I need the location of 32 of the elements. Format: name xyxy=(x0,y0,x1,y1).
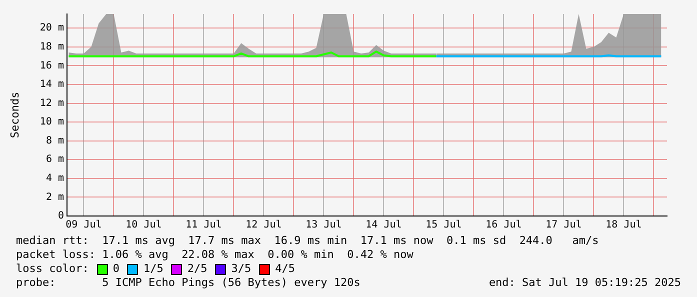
legend-label: 0 xyxy=(112,262,120,276)
legend-label: 3/5 xyxy=(231,262,252,276)
y-tick-label: 6 m xyxy=(46,154,64,166)
text: end: Sat Jul 19 05:19:25 2025 xyxy=(488,276,681,290)
y-tick-label: 10 m xyxy=(40,116,64,128)
y-tick-label: 14 m xyxy=(40,79,64,90)
legend-title: loss color: xyxy=(16,262,89,276)
text: packet loss: 1.06 % avg 22.08 % max 0.00 % min 0.42 % now xyxy=(16,248,414,262)
text: probe: 5 ICMP Echo Pings (56 Bytes) every 120s xyxy=(16,276,360,290)
x-tick-label: 15 Jul xyxy=(426,220,462,231)
x-tick-label: 14 Jul xyxy=(366,220,402,231)
y-tick-label: 20 m xyxy=(40,22,64,34)
x-tick-label: 12 Jul xyxy=(246,220,282,231)
legend-label: 1/5 xyxy=(143,262,164,276)
x-tick-label: 11 Jul xyxy=(186,220,222,231)
legend-label: 2/5 xyxy=(187,262,208,276)
y-axis-title: Seconds xyxy=(8,92,22,138)
text: median rtt: 17.1 ms avg 17.7 ms max 16.9 ms min 17.1 ms now 0.1 ms sd 244.0 am/s xyxy=(16,234,600,248)
y-tick-label: 0 xyxy=(58,210,64,222)
x-tick-label: 10 Jul xyxy=(126,220,162,231)
x-tick-label: 18 Jul xyxy=(606,220,642,231)
x-tick-label: 09 Jul xyxy=(66,220,102,231)
y-tick-label: 2 m xyxy=(46,192,64,203)
y-tick-label: 18 m xyxy=(40,41,64,52)
y-tick-label: 8 m xyxy=(46,135,64,146)
legend-label: 4/5 xyxy=(275,262,295,276)
x-tick-label: 16 Jul xyxy=(486,220,522,231)
x-tick-label: 13 Jul xyxy=(306,220,342,231)
y-tick-label: 4 m xyxy=(46,173,64,184)
x-tick-label: 17 Jul xyxy=(546,220,582,231)
y-tick-label: 12 m xyxy=(40,98,64,109)
y-tick-label: 16 m xyxy=(40,60,64,72)
